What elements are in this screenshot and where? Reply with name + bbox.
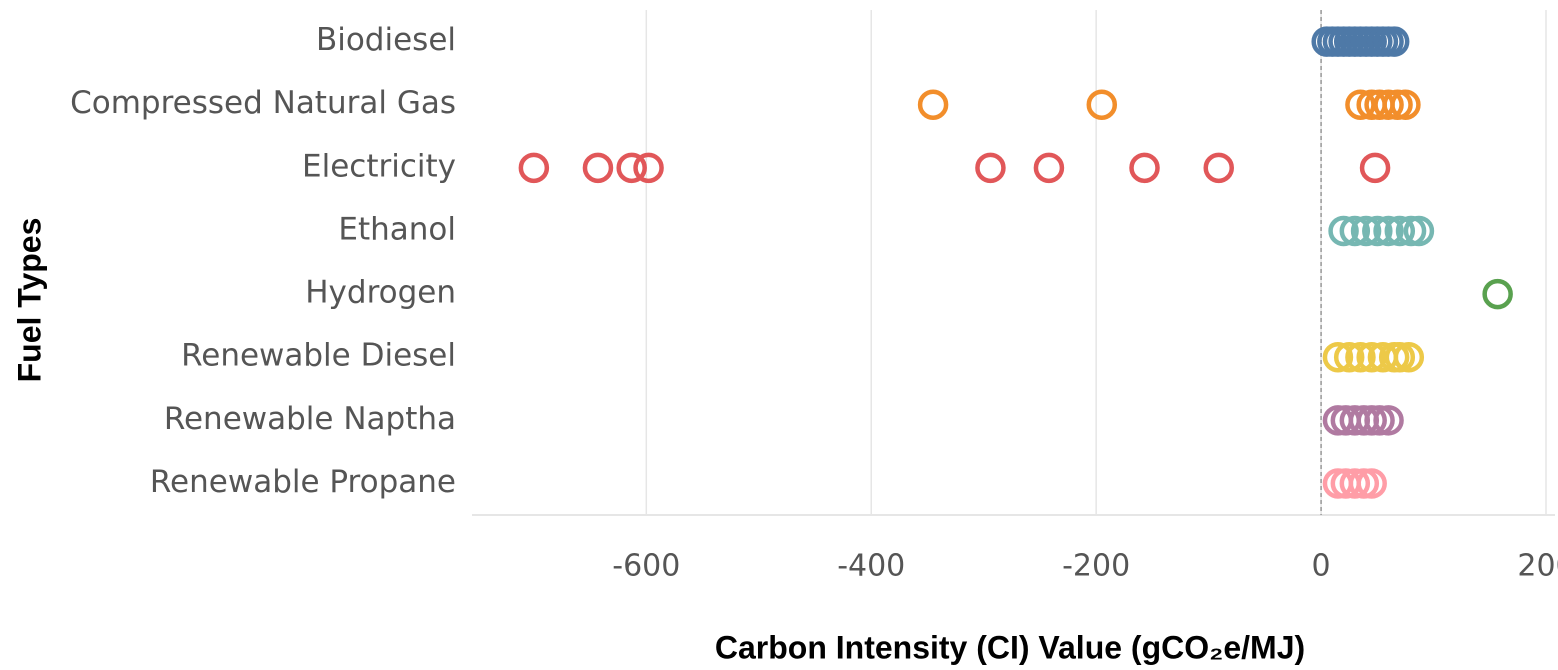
point [1373, 215, 1404, 247]
x-tick-label: -400 [837, 549, 905, 584]
point [1328, 215, 1359, 247]
point [616, 152, 647, 184]
point [518, 152, 550, 184]
point [1086, 89, 1118, 120]
point [1390, 89, 1421, 120]
point [1129, 152, 1160, 184]
y-tick-label: Compressed Natural Gas [70, 85, 456, 121]
point [1339, 215, 1371, 247]
point [1356, 468, 1387, 499]
y-tick-label: Renewable Diesel [181, 338, 456, 374]
point [975, 152, 1006, 184]
point [1359, 152, 1391, 184]
point [1378, 26, 1410, 57]
point [1393, 341, 1425, 373]
y-tick-label: Biodiesel [316, 22, 456, 58]
point [633, 152, 664, 184]
point [1384, 215, 1416, 247]
point [1033, 152, 1065, 184]
y-tick-label: Hydrogen [305, 275, 456, 311]
point [1345, 341, 1376, 373]
point [1362, 215, 1393, 247]
x-axis-title: Carbon Intensity (CI) Value (gCO₂e/MJ) [715, 629, 1305, 665]
x-tick-label: -600 [612, 549, 680, 584]
point [1384, 341, 1416, 373]
y-tick-label: Renewable Naptha [164, 401, 456, 437]
y-tick-label: Ethanol [338, 211, 456, 247]
point [1322, 341, 1354, 373]
y-tick-label: Renewable Propane [150, 464, 456, 500]
x-tick-label: 200 [1517, 549, 1558, 584]
x-tick-label: 0 [1312, 549, 1331, 584]
point [1403, 215, 1435, 247]
point [1339, 468, 1371, 499]
point [582, 152, 614, 184]
point [1350, 215, 1382, 247]
point [1373, 89, 1404, 120]
point [1364, 405, 1395, 436]
point [1482, 278, 1513, 310]
point [917, 89, 949, 120]
point [1373, 405, 1404, 436]
x-tick-label: -200 [1062, 549, 1130, 584]
y-tick-label: Electricity [302, 148, 456, 184]
point [1333, 341, 1365, 373]
point [1203, 152, 1234, 184]
y-axis-title: Fuel Types [11, 218, 47, 383]
